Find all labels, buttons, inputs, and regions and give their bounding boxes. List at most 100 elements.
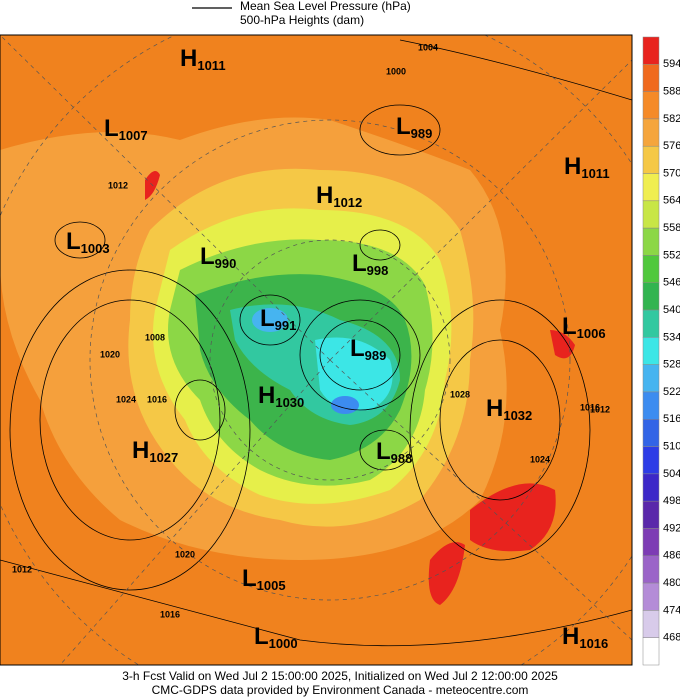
pressure-center: L991	[260, 305, 296, 333]
center-value: 1000	[269, 636, 298, 651]
center-value: 988	[391, 451, 413, 466]
center-letter: H	[486, 395, 503, 422]
contour-label: 1024	[116, 394, 136, 404]
colorbar-label: 486	[663, 550, 680, 562]
colorbar-label: 468	[663, 632, 680, 644]
legend-fill-label: 500-hPa Heights (dam)	[240, 13, 364, 27]
footer-valid: 3-h Fcst Valid on Wed Jul 2 15:00:00 202…	[122, 669, 558, 683]
colorbar-box	[642, 555, 660, 584]
pressure-center: H1012	[316, 182, 362, 210]
colorbar-box	[642, 419, 660, 447]
colorbar-box	[642, 255, 660, 283]
contour-label: 1012	[12, 564, 32, 574]
contour-label: 1016	[147, 394, 167, 404]
pressure-center: L989	[396, 113, 432, 141]
colorbar-label: 528	[663, 359, 680, 371]
center-value: 1012	[333, 195, 362, 210]
center-letter: L	[254, 623, 269, 650]
colorbar-label: 474	[663, 604, 680, 616]
isobars	[0, 39, 632, 647]
colorbar-label: 582	[663, 113, 680, 125]
contour-label: 1016	[160, 609, 180, 619]
pressure-center: L1000	[254, 623, 298, 651]
fill-594	[470, 483, 556, 552]
contour-label: 1028	[450, 389, 470, 399]
colorbar-box	[642, 637, 660, 666]
colorbar-box	[642, 64, 660, 92]
center-value: 998	[367, 263, 389, 278]
contour-label: 1004	[418, 42, 438, 52]
colorbar-box	[642, 610, 660, 638]
colorbar-box	[642, 227, 660, 256]
pressure-center: H1011	[180, 45, 226, 73]
colorbar-label: 594	[663, 58, 680, 70]
center-letter: H	[564, 153, 581, 180]
pressure-center: L1006	[562, 313, 606, 341]
contour-label: 1000	[386, 66, 406, 76]
colorbar-box	[642, 500, 660, 529]
pressure-center: L1005	[242, 565, 286, 593]
contour-label: 1020	[100, 349, 120, 359]
colorbar-label: 546	[663, 277, 680, 289]
center-letter: H	[258, 382, 275, 409]
center-value: 1011	[197, 58, 225, 73]
colorbar-label: 516	[663, 413, 680, 425]
colorbar-label: 480	[663, 577, 680, 589]
contour-label: 1016	[580, 402, 600, 412]
footer-credit: CMC-GDPS data provided by Environment Ca…	[152, 683, 529, 697]
colorbar-label: 540	[663, 304, 680, 316]
center-value: 990	[215, 256, 237, 271]
center-letter: L	[352, 250, 367, 277]
center-letter: H	[316, 182, 333, 209]
colorbar-label: 588	[663, 86, 680, 98]
center-letter: H	[132, 437, 149, 464]
pressure-center: L989	[350, 335, 386, 363]
center-letter: L	[242, 565, 257, 592]
center-value: 989	[411, 126, 433, 141]
contour-label: 1012	[590, 404, 610, 414]
center-letter: L	[350, 335, 365, 362]
center-value: 1030	[275, 395, 304, 410]
pressure-center: L998	[352, 250, 388, 278]
colorbar-label: 552	[663, 249, 680, 261]
colorbar-label: 570	[663, 167, 680, 179]
colorbar-label: 498	[663, 495, 680, 507]
pressure-center: L988	[376, 438, 412, 466]
colorbar-box	[642, 337, 660, 365]
center-value: 991	[275, 318, 297, 333]
colorbar-box	[642, 364, 660, 393]
center-letter: H	[562, 623, 579, 650]
colorbar-box	[642, 309, 660, 338]
center-letter: L	[562, 313, 577, 340]
colorbar-label: 564	[663, 195, 680, 207]
colorbar-box	[642, 391, 660, 420]
contour-label: 1020	[175, 549, 195, 559]
pressure-center: L990	[200, 243, 236, 271]
pressure-center: H1027	[132, 437, 178, 465]
pressure-center: H1016	[562, 623, 608, 651]
center-value: 1016	[579, 636, 608, 651]
contour-label: 1024	[530, 454, 550, 464]
fill-594	[428, 542, 465, 605]
fill-594	[550, 330, 575, 359]
colorbar-label: 510	[663, 440, 680, 452]
pressure-center: L1003	[66, 228, 110, 256]
center-value: 1006	[577, 326, 606, 341]
colorbar-label: 492	[663, 522, 680, 534]
center-value: 1005	[257, 578, 286, 593]
center-letter: L	[66, 228, 81, 255]
pressure-center: H1032	[486, 395, 532, 423]
map-frame	[0, 34, 633, 666]
colorbar-box	[642, 200, 660, 229]
colorbar-box	[642, 91, 660, 120]
colorbar-label: 522	[663, 386, 680, 398]
center-letter: H	[180, 45, 197, 72]
center-value: 1003	[81, 241, 110, 256]
center-value: 1032	[503, 408, 532, 423]
pressure-center: H1011	[564, 153, 610, 181]
colorbar-box	[642, 145, 660, 174]
center-value: 1007	[119, 128, 148, 143]
pressure-center: L1007	[104, 115, 148, 143]
